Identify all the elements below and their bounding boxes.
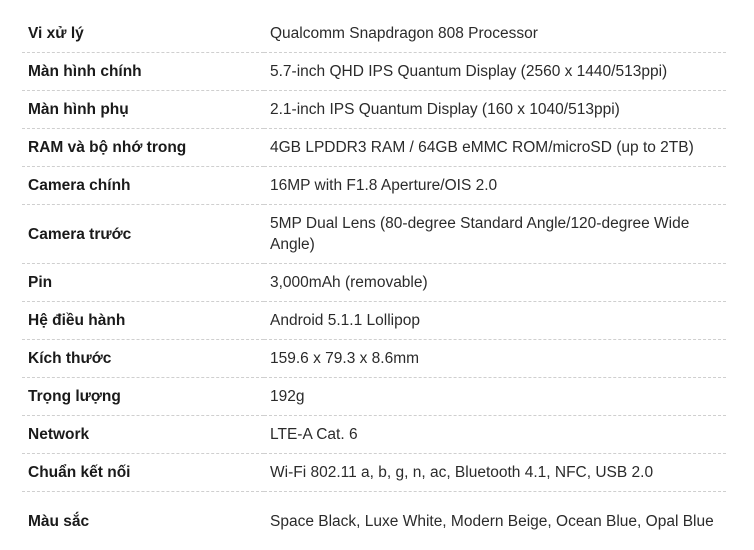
spec-value: 4GB LPDDR3 RAM / 64GB eMMC ROM/microSD (… bbox=[264, 129, 726, 167]
spec-label: Pin bbox=[22, 264, 264, 302]
spec-label: Network bbox=[22, 416, 264, 454]
spec-label: Màn hình phụ bbox=[22, 91, 264, 129]
spec-label: Màn hình chính bbox=[22, 53, 264, 91]
spec-value: 2.1-inch IPS Quantum Display (160 x 1040… bbox=[264, 91, 726, 129]
spec-value: 16MP with F1.8 Aperture/OIS 2.0 bbox=[264, 167, 726, 205]
spec-value: Android 5.1.1 Lollipop bbox=[264, 302, 726, 340]
spec-value: 5MP Dual Lens (80-degree Standard Angle/… bbox=[264, 205, 726, 264]
spec-label: Camera trước bbox=[22, 205, 264, 264]
spec-label: Chuẩn kết nối bbox=[22, 454, 264, 492]
spec-value: 5.7-inch QHD IPS Quantum Display (2560 x… bbox=[264, 53, 726, 91]
spec-value: 3,000mAh (removable) bbox=[264, 264, 726, 302]
spec-label: Màu sắc bbox=[22, 492, 264, 550]
spec-value: Qualcomm Snapdragon 808 Processor bbox=[264, 15, 726, 53]
spec-value: 192g bbox=[264, 378, 726, 416]
spec-label: Trọng lượng bbox=[22, 378, 264, 416]
spec-value: Space Black, Luxe White, Modern Beige, O… bbox=[264, 492, 726, 550]
spec-label: Vi xử lý bbox=[22, 15, 264, 53]
spec-value: 159.6 x 79.3 x 8.6mm bbox=[264, 340, 726, 378]
spec-label: Hệ điều hành bbox=[22, 302, 264, 340]
spec-label: Camera chính bbox=[22, 167, 264, 205]
spec-value: Wi-Fi 802.11 a, b, g, n, ac, Bluetooth 4… bbox=[264, 454, 726, 492]
spec-label: RAM và bộ nhớ trong bbox=[22, 129, 264, 167]
spec-value: LTE-A Cat. 6 bbox=[264, 416, 726, 454]
spec-label: Kích thước bbox=[22, 340, 264, 378]
